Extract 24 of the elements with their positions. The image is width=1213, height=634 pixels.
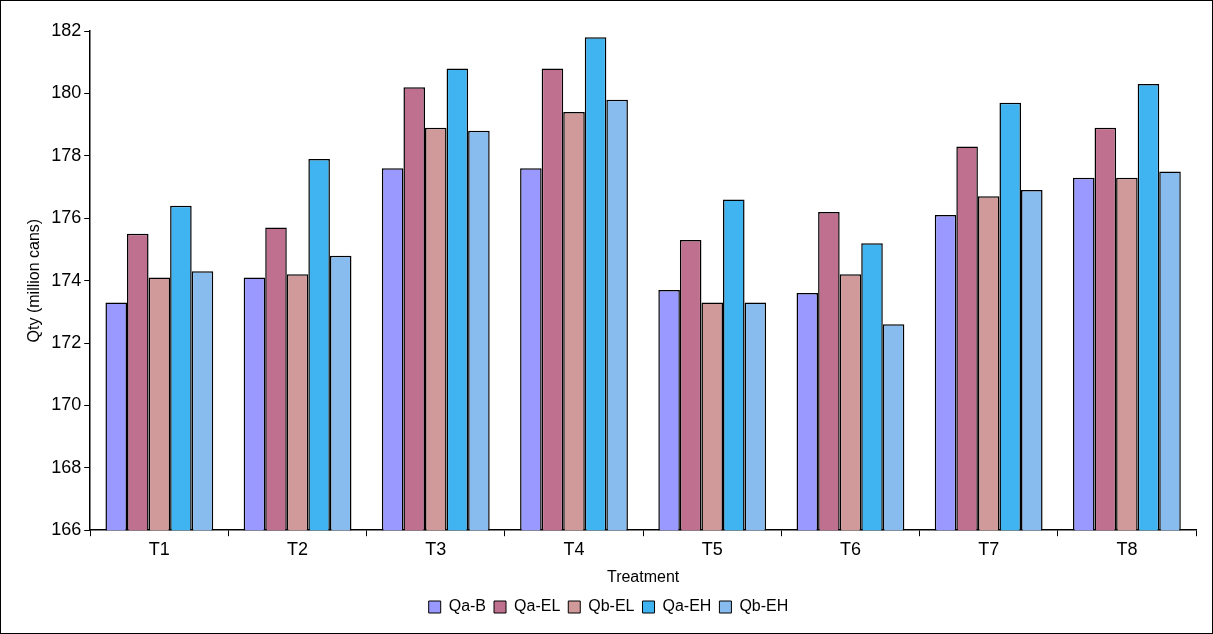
legend-label: Qb-EH: [739, 597, 789, 615]
x-tick-label: T3: [425, 538, 447, 559]
legend-label: Qa-B: [448, 597, 487, 615]
x-tick-label: T5: [701, 538, 723, 559]
x-axis-title: Treatment: [606, 567, 680, 585]
x-tick-label: T8: [1116, 538, 1138, 559]
y-tick-label: 178: [51, 144, 82, 165]
x-tick-label: T7: [978, 538, 1000, 559]
x-tick-label: T2: [287, 538, 309, 559]
y-tick-label: 172: [51, 331, 82, 352]
y-tick-label: 182: [51, 19, 82, 40]
y-tick-label: 168: [51, 456, 82, 477]
x-tick-label: T4: [563, 538, 585, 559]
y-tick-label: 180: [51, 82, 82, 103]
y-tick-label: 176: [51, 207, 82, 228]
x-tick-label: T1: [148, 538, 170, 559]
legend-label: Qa-EH: [662, 597, 712, 615]
x-tick-label: T6: [839, 538, 861, 559]
y-tick-label: 174: [51, 269, 82, 290]
y-tick-label: 166: [51, 519, 82, 540]
y-tick-label: 170: [51, 394, 82, 415]
y-axis-title: Qty (million cans): [25, 218, 43, 343]
legend-label: Qb-EL: [588, 597, 635, 615]
legend-label: Qa-EL: [514, 597, 561, 615]
